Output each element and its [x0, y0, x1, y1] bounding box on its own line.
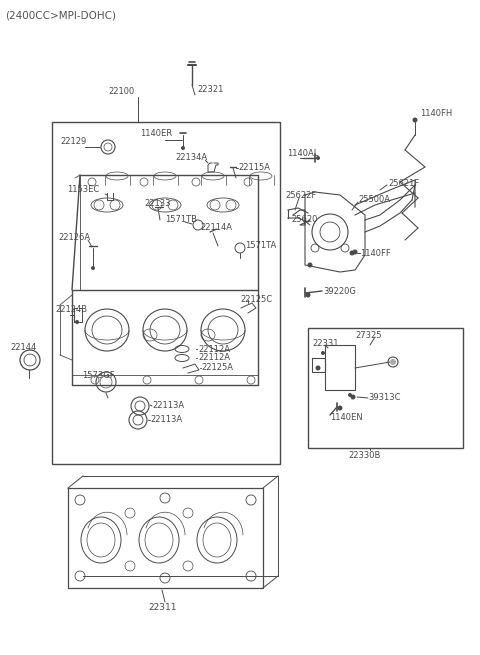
- Circle shape: [349, 250, 355, 255]
- Circle shape: [308, 263, 312, 267]
- Text: 1573GF: 1573GF: [82, 371, 115, 379]
- Text: 25500A: 25500A: [358, 195, 390, 204]
- Circle shape: [390, 359, 396, 365]
- Text: 22112A: 22112A: [198, 354, 230, 362]
- Text: 1571TA: 1571TA: [245, 240, 276, 250]
- Text: 27325: 27325: [355, 331, 382, 339]
- Circle shape: [337, 405, 343, 411]
- Text: 22113A: 22113A: [150, 415, 182, 424]
- Text: 22112A: 22112A: [198, 345, 230, 354]
- Text: 1153EC: 1153EC: [67, 185, 99, 195]
- Text: 22144: 22144: [10, 343, 36, 352]
- Circle shape: [350, 394, 356, 400]
- Circle shape: [91, 266, 95, 270]
- Text: 22125C: 22125C: [240, 295, 272, 303]
- Text: 22114A: 22114A: [200, 223, 232, 231]
- Text: 22113A: 22113A: [152, 400, 184, 409]
- Bar: [308, 328, 463, 448]
- Text: 22126A: 22126A: [58, 233, 90, 242]
- Circle shape: [181, 146, 185, 150]
- Circle shape: [321, 351, 325, 355]
- Text: 22125A: 22125A: [201, 364, 233, 373]
- Text: 22311: 22311: [148, 603, 177, 612]
- Text: 1140FH: 1140FH: [420, 109, 452, 117]
- Text: 1140ER: 1140ER: [140, 130, 172, 138]
- Text: 22129: 22129: [60, 138, 86, 147]
- Text: 22133: 22133: [144, 198, 170, 208]
- Circle shape: [75, 320, 79, 324]
- Text: 22330B: 22330B: [348, 451, 380, 460]
- Text: 25622F: 25622F: [285, 191, 316, 200]
- Text: 1571TB: 1571TB: [165, 215, 197, 225]
- Text: 22124B: 22124B: [55, 305, 87, 314]
- Circle shape: [412, 117, 418, 122]
- Text: 25620: 25620: [291, 215, 317, 225]
- Text: 22331: 22331: [312, 339, 338, 348]
- Circle shape: [305, 293, 311, 297]
- Bar: [52, 122, 280, 464]
- Text: 39220G: 39220G: [323, 288, 356, 297]
- Text: 22134A: 22134A: [175, 153, 207, 162]
- Text: 22100: 22100: [108, 86, 134, 96]
- Text: 39313C: 39313C: [368, 394, 400, 403]
- Circle shape: [348, 393, 352, 397]
- Text: (2400CC>MPI-DOHC): (2400CC>MPI-DOHC): [5, 10, 116, 20]
- Text: 1140AL: 1140AL: [287, 149, 318, 157]
- Circle shape: [352, 250, 358, 255]
- Text: 1140EN: 1140EN: [330, 413, 362, 422]
- Circle shape: [316, 156, 320, 160]
- Text: 25621F: 25621F: [388, 179, 419, 187]
- Text: 22115A: 22115A: [238, 164, 270, 172]
- Circle shape: [315, 365, 321, 371]
- Text: 22321: 22321: [197, 86, 223, 94]
- Text: 1140FF: 1140FF: [360, 248, 391, 257]
